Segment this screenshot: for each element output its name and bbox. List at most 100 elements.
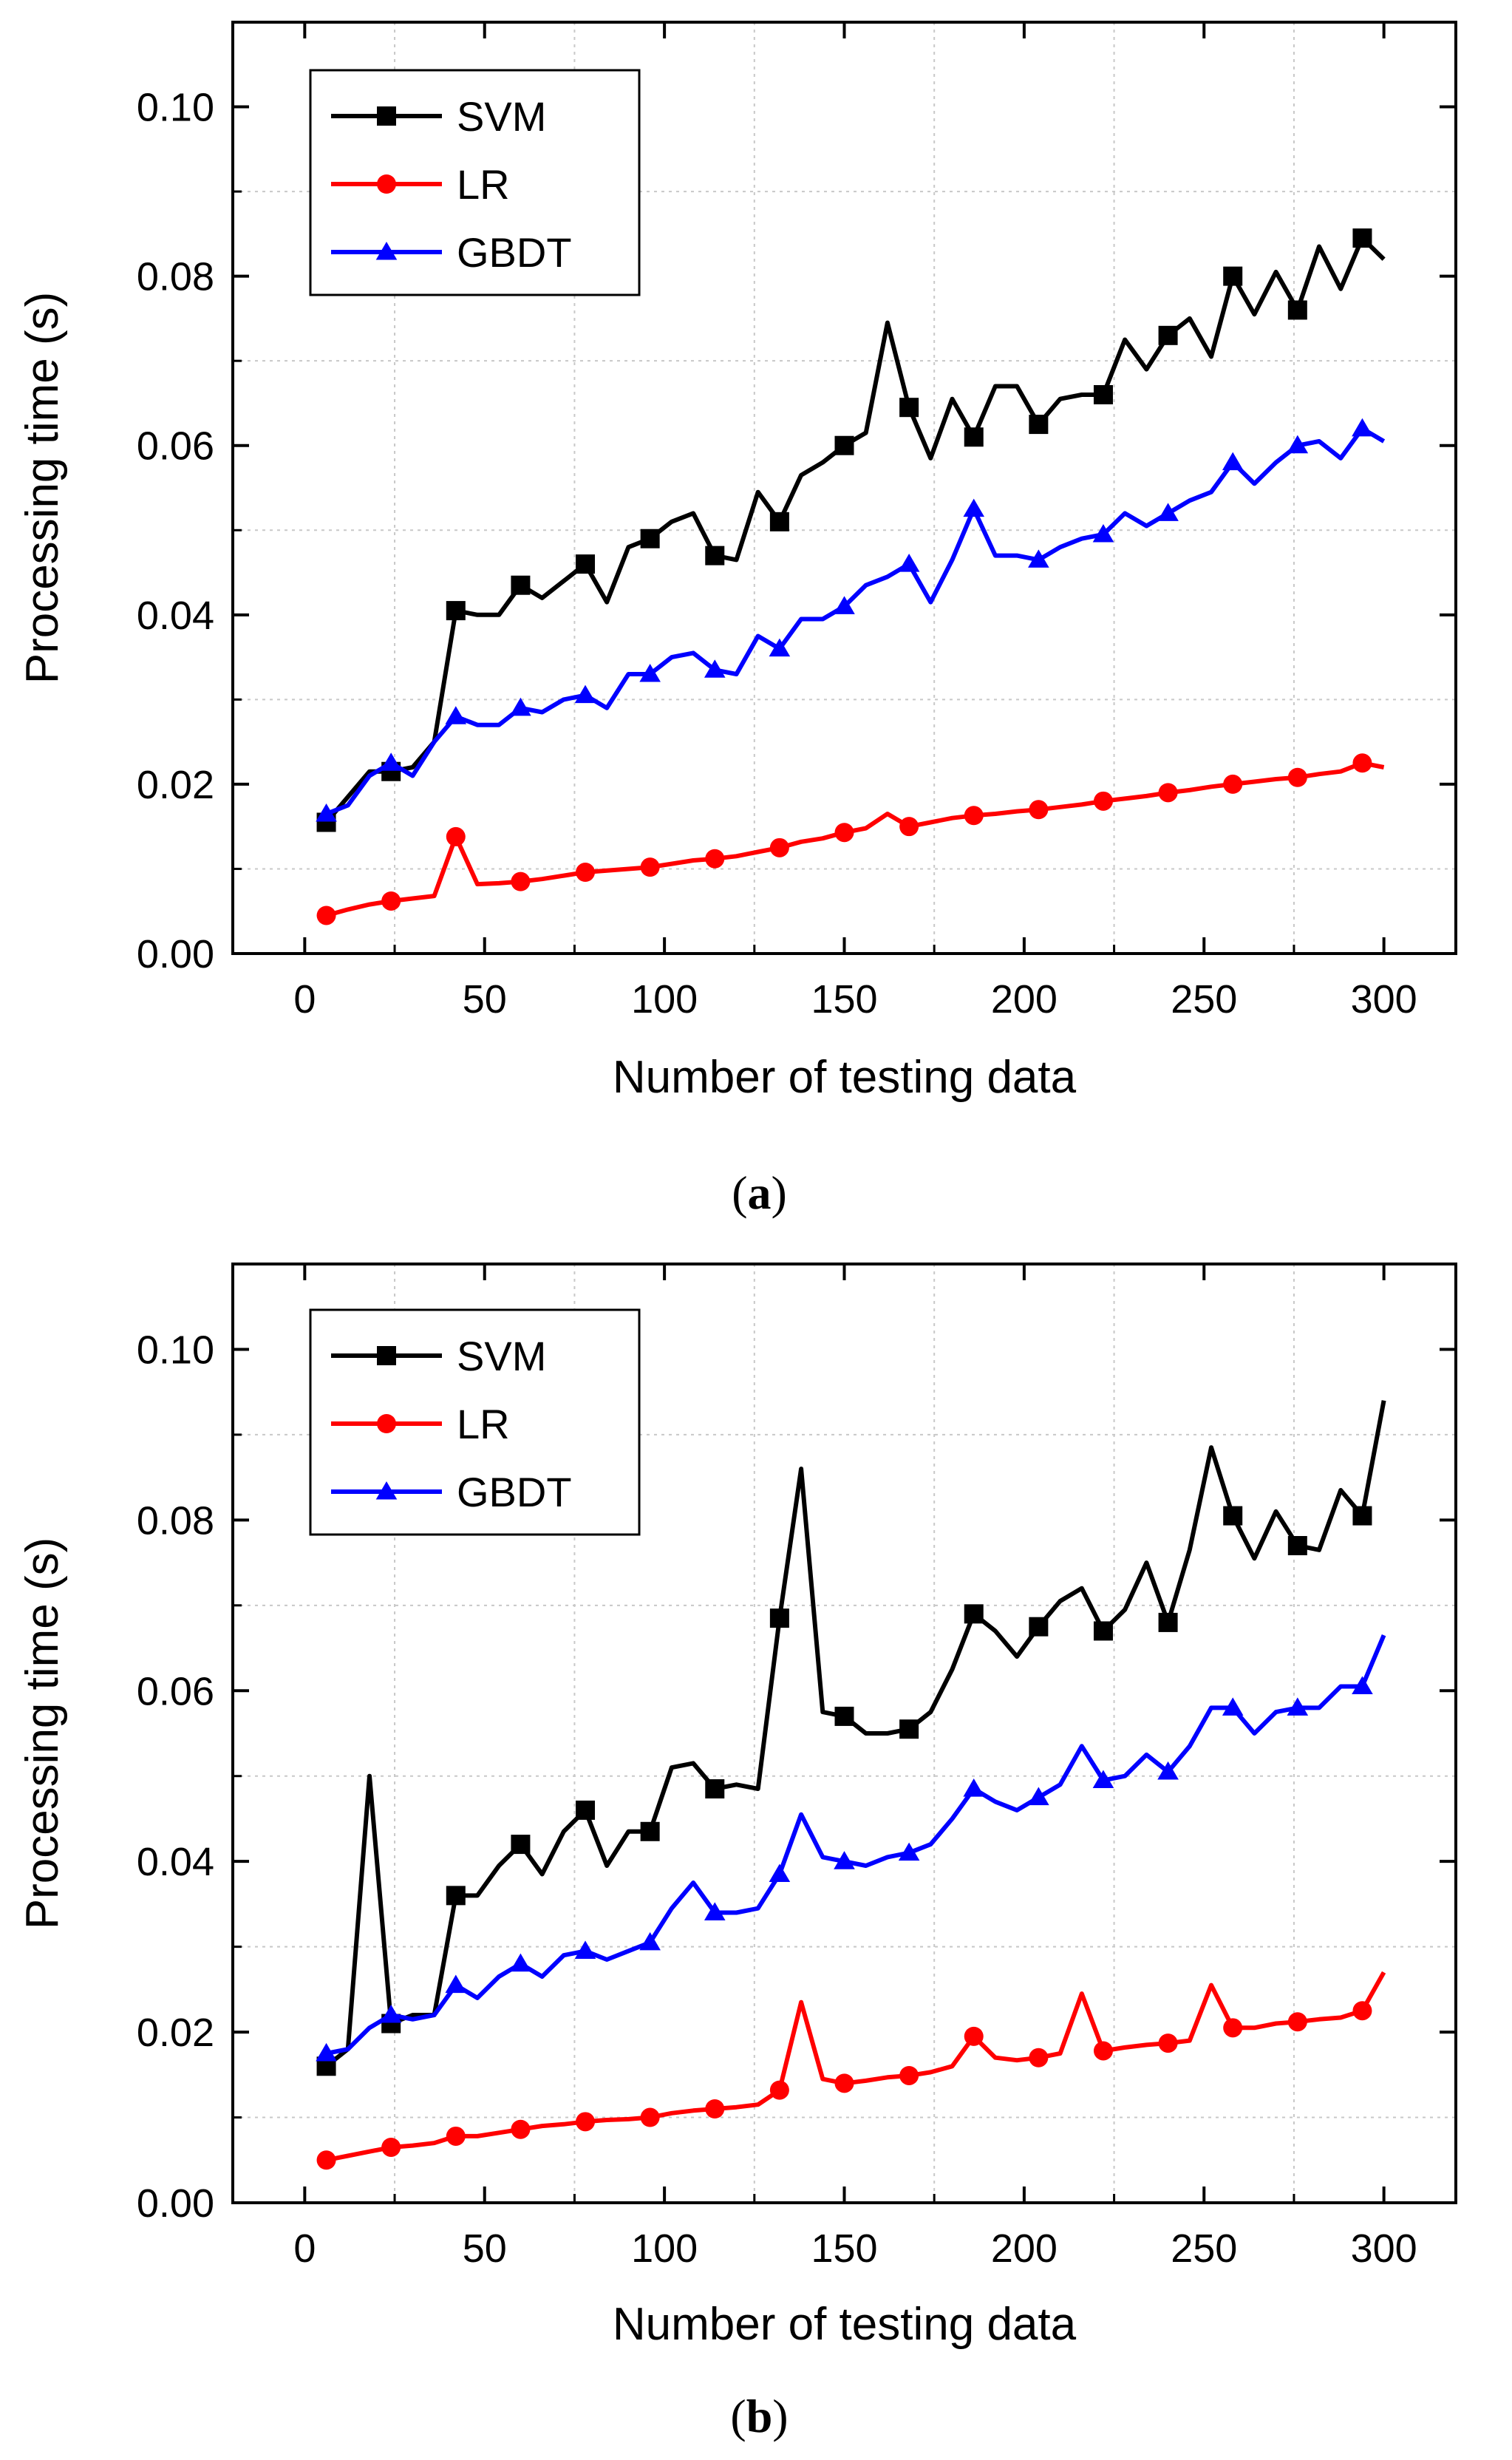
y-tick-label: 0.08 (137, 255, 214, 299)
caption-paren-close: ) (772, 2390, 788, 2442)
data-point-lr (769, 2080, 789, 2100)
data-point-svm (899, 1719, 919, 1739)
y-tick-label: 0.06 (137, 424, 214, 469)
data-point-svm (576, 554, 596, 574)
y-tick-label: 0.10 (137, 86, 214, 130)
data-point-lr (964, 2026, 984, 2046)
data-point-svm (1158, 325, 1178, 345)
data-point-lr (576, 863, 596, 883)
x-tick-label: 150 (811, 2226, 877, 2271)
data-point-gbdt (1028, 549, 1049, 568)
data-point-gbdt (898, 554, 920, 572)
data-point-gbdt (639, 663, 661, 682)
legend-label-svm: SVM (457, 1333, 546, 1379)
data-point-gbdt (1157, 1761, 1179, 1780)
data-point-lr (576, 2112, 596, 2132)
legend-entry-svm: SVM (331, 1333, 546, 1379)
data-point-gbdt (1352, 1676, 1373, 1695)
legend-label-gbdt: GBDT (457, 1469, 572, 1515)
data-point-lr (381, 891, 401, 911)
legend-marker-gbdt (375, 1481, 398, 1500)
data-point-lr (1352, 753, 1372, 773)
legend-marker-gbdt (375, 241, 398, 260)
data-point-svm (834, 435, 854, 455)
data-point-svm (769, 1608, 789, 1628)
data-point-gbdt (1157, 503, 1179, 521)
data-point-lr (1029, 800, 1049, 820)
data-point-gbdt (1092, 523, 1114, 543)
x-tick-label: 0 (293, 977, 316, 1022)
data-point-lr (446, 2126, 466, 2146)
data-point-svm (1029, 1617, 1049, 1637)
data-point-lr (1287, 767, 1307, 787)
legend-label-lr: LR (457, 1401, 510, 1447)
legend: SVM LR GBDT (309, 69, 641, 296)
data-point-lr (705, 2099, 725, 2118)
x-tick-label: 300 (1351, 977, 1417, 1022)
y-tick-label: 0.04 (137, 594, 214, 638)
data-point-svm (1223, 266, 1243, 286)
legend-entry-gbdt: GBDT (331, 1469, 572, 1515)
data-point-lr (834, 823, 854, 843)
data-point-gbdt (1222, 452, 1244, 471)
data-point-gbdt (445, 1974, 467, 1994)
y-tick-label: 0.04 (137, 1840, 214, 1884)
data-point-svm (1287, 300, 1307, 320)
y-axis: 0.00 0.02 0.04 0.06 0.08 0.10 (137, 1328, 1456, 2226)
x-axis-title: Number of testing data (613, 2299, 1077, 2350)
legend-marker-lr (377, 1414, 396, 1433)
data-point-svm (834, 1706, 854, 1726)
legend-marker-svm (377, 1346, 396, 1365)
data-point-lr (1029, 2048, 1049, 2067)
panel-caption: (b) (730, 2390, 788, 2442)
data-point-lr (899, 817, 919, 837)
panel-caption: (a) (732, 1166, 787, 1219)
chart-panel-b: 0 50 100 150 200 250 3000.000.020.040.060.080.… (17, 1263, 1457, 2442)
series-line-svm (324, 236, 1386, 824)
x-axis: 0 50 100 150 200 250 300 (293, 22, 1417, 1022)
data-point-gbdt (1092, 1770, 1114, 1789)
data-point-lr (705, 849, 725, 869)
data-point-lr (1287, 2012, 1307, 2032)
data-point-svm (640, 529, 660, 548)
data-point-gbdt (1287, 1697, 1309, 1716)
data-point-svm (640, 1821, 660, 1841)
y-tick-label: 0.08 (137, 1498, 214, 1543)
legend: SVM LR GBDT (309, 1308, 641, 1536)
data-point-lr (1093, 791, 1113, 811)
x-tick-label: 50 (463, 977, 507, 1022)
x-axis: 0 50 100 150 200 250 300 (293, 1264, 1417, 2271)
legend-marker-lr (377, 174, 396, 194)
series-line-lr (325, 761, 1385, 918)
data-point-gbdt (769, 638, 791, 657)
data-point-lr (834, 2073, 854, 2093)
legend-label-svm: SVM (457, 93, 546, 140)
y-axis-title: Processing time (s) (17, 292, 68, 684)
x-tick-label: 250 (1171, 977, 1237, 1022)
data-point-gbdt (574, 684, 596, 704)
data-point-gbdt (510, 697, 531, 716)
series-svm (316, 228, 1386, 832)
series-gbdt (316, 418, 1386, 822)
data-point-gbdt (769, 1863, 791, 1883)
data-point-svm (1093, 385, 1113, 404)
x-tick-label: 150 (811, 977, 877, 1022)
data-point-svm (899, 398, 919, 418)
data-point-gbdt (380, 2004, 402, 2023)
y-tick-label: 0.02 (137, 2011, 214, 2055)
legend-entry-lr: LR (331, 161, 510, 208)
x-tick-label: 300 (1351, 2226, 1417, 2271)
legend-label-gbdt: GBDT (457, 229, 572, 276)
y-tick-label: 0.06 (137, 1669, 214, 1713)
series-gbdt (316, 1634, 1386, 2062)
y-tick-label: 0.00 (137, 2181, 214, 2226)
data-point-lr (640, 857, 660, 877)
data-point-gbdt (1287, 435, 1309, 454)
data-point-lr (511, 871, 531, 891)
data-point-svm (1093, 1621, 1113, 1641)
data-point-lr (316, 905, 336, 925)
data-point-lr (316, 2150, 336, 2170)
data-point-lr (1093, 2041, 1113, 2061)
